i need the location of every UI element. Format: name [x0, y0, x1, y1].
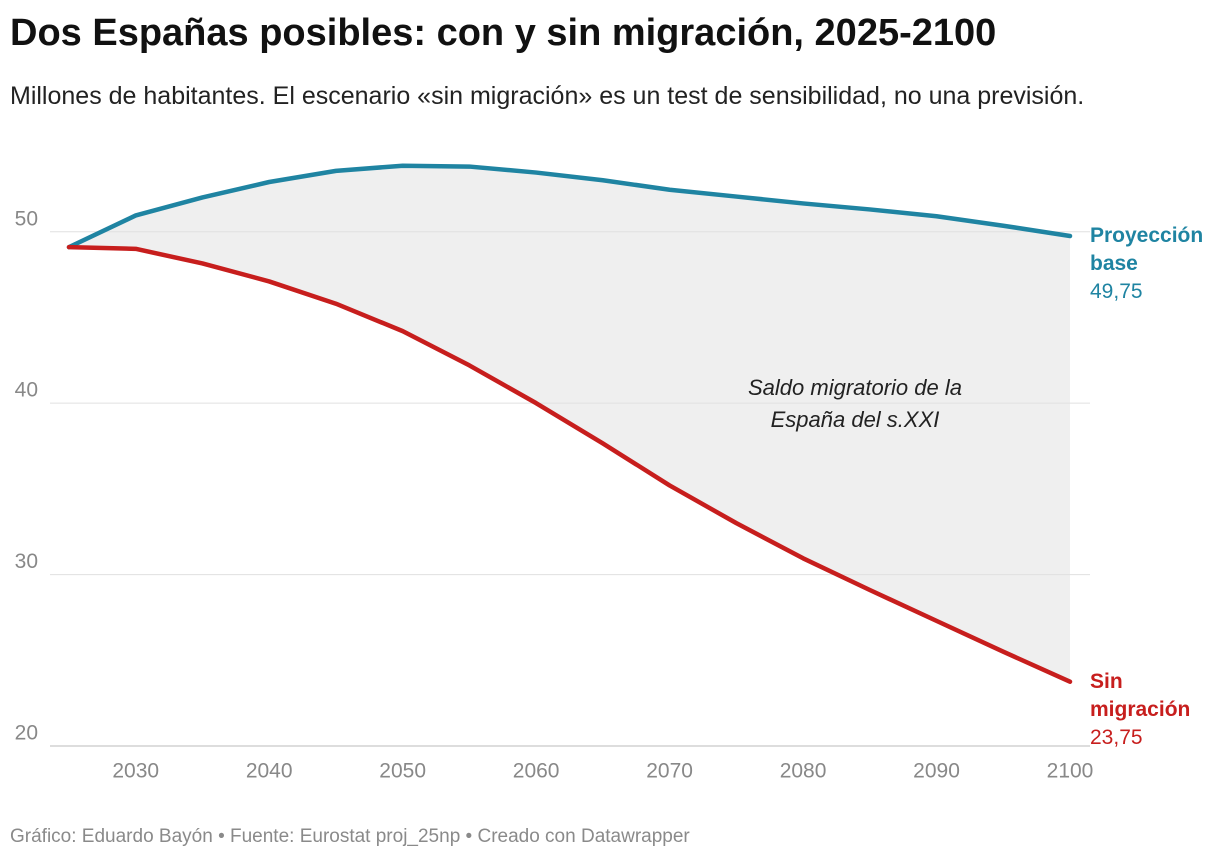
x-tick-label: 2100	[1047, 760, 1094, 783]
x-tick-label: 2050	[379, 760, 426, 783]
x-tick-label: 2070	[646, 760, 693, 783]
y-tick-label: 30	[15, 550, 38, 573]
series-line	[66, 244, 1073, 684]
y-tick-label: 40	[15, 379, 38, 402]
chart-subtitle: Millones de habitantes. El escenario «si…	[10, 82, 1085, 110]
x-tick-label: 2030	[112, 760, 159, 783]
x-tick-label: 2060	[513, 760, 560, 783]
annotation: Saldo migratorio de la España del s.XXI	[747, 375, 962, 432]
y-tick-label: 50	[15, 207, 38, 230]
series-label: Proyección base	[1090, 224, 1204, 275]
gap-area	[69, 165, 1070, 682]
series-line	[66, 163, 1073, 250]
series-label: Sin migración	[1090, 669, 1191, 721]
chart-title: Dos Españas posibles: con y sin migració…	[10, 12, 997, 54]
y-tick-label: 20	[15, 722, 38, 745]
value-label: 49,75	[1090, 280, 1143, 303]
x-tick-label: 2080	[780, 760, 827, 783]
value-label: 23,75	[1090, 725, 1143, 749]
footer: Gráfico: Eduardo Bayón • Fuente: Eurosta…	[10, 826, 690, 847]
x-tick-label: 2040	[246, 760, 293, 783]
x-tick-label: 2090	[913, 760, 960, 783]
